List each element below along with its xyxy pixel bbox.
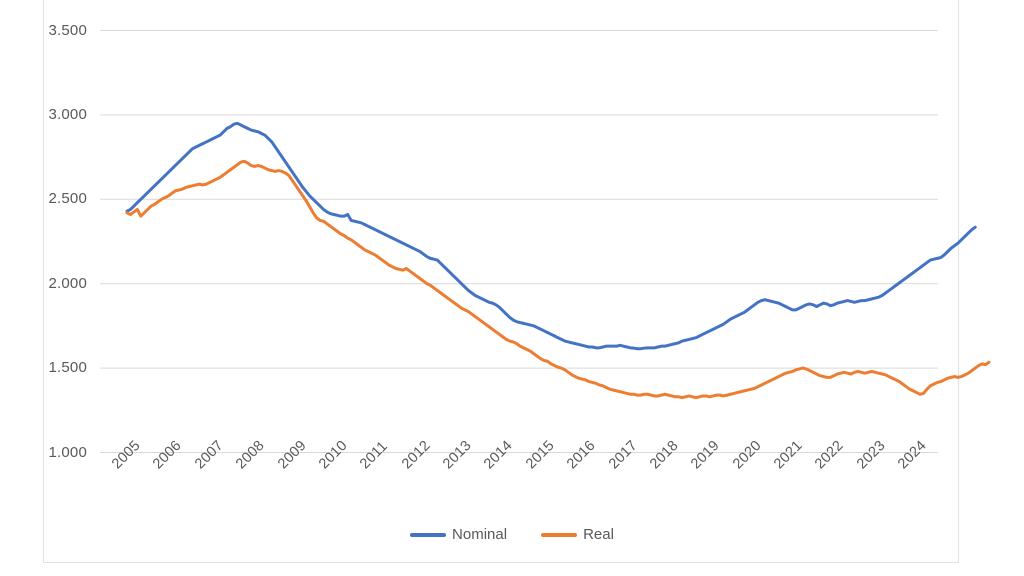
y-tick-label: 1.500 (48, 359, 87, 377)
y-tick-label: 3.500 (48, 21, 87, 39)
y-tick-label: 3.000 (48, 105, 87, 123)
chart-legend: Nominal Real (0, 526, 1024, 543)
legend-label: Real (583, 526, 614, 543)
legend-label: Nominal (452, 526, 508, 543)
legend-swatch-icon (410, 532, 447, 537)
chart-frame (43, 0, 959, 563)
y-tick-label: 2.500 (48, 190, 87, 208)
gridlines (100, 30, 938, 453)
series-lines (125, 121, 991, 400)
legend-entry-nominal[interactable]: Nominal (410, 526, 507, 543)
series-line-real (125, 159, 991, 400)
y-tick-label: 2.000 (48, 274, 87, 292)
legend-swatch-icon (541, 532, 578, 537)
series-line-nominal (125, 121, 977, 351)
y-tick-label: 1.000 (48, 443, 87, 461)
legend-entry-real[interactable]: Real (541, 526, 614, 543)
